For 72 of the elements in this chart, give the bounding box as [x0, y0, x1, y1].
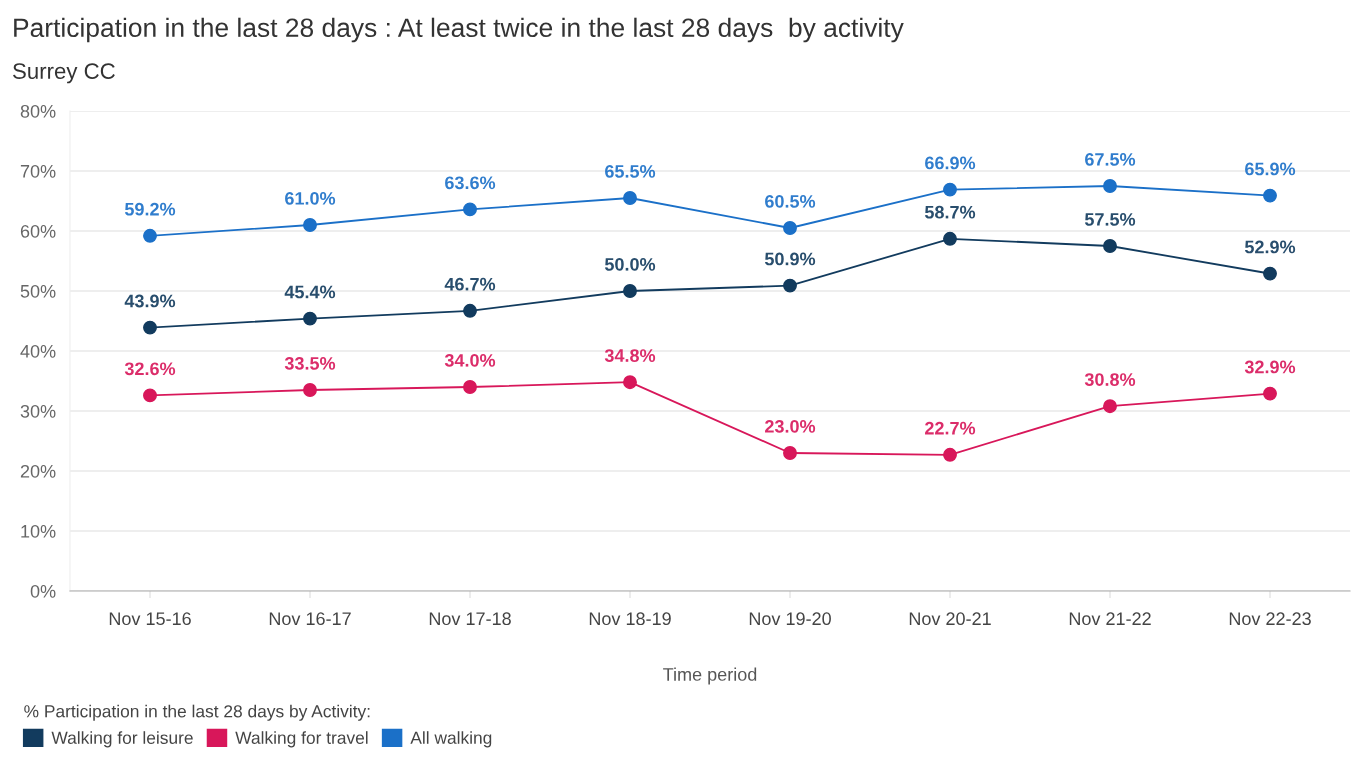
data-label: 34.8% — [604, 349, 656, 362]
point — [463, 202, 477, 217]
data-label: 50.9% — [764, 252, 816, 266]
data-label: 30.8% — [1084, 373, 1136, 386]
x-tick-label: Nov 16-17 — [269, 612, 351, 626]
legend-label: Walking for travel — [235, 731, 368, 748]
data-label: 58.7% — [924, 205, 976, 219]
data-label: 50.0% — [604, 257, 656, 271]
point — [1103, 179, 1117, 193]
point — [783, 278, 797, 293]
x-tick-label: Nov 17-18 — [429, 612, 511, 626]
x-tick-label: Nov 22-23 — [1229, 612, 1311, 626]
data-label: 65.9% — [1245, 162, 1296, 176]
x-tick-label: Nov 20-21 — [909, 612, 991, 626]
point — [783, 221, 797, 235]
data-label: 33.5% — [284, 356, 336, 370]
y-tick-label: 10% — [21, 524, 56, 538]
chart-subtitle: Surrey CC — [13, 63, 115, 84]
point — [143, 228, 157, 243]
data-label: 32.9% — [1244, 360, 1296, 374]
y-tick-label: 70% — [20, 164, 56, 178]
point — [1263, 266, 1277, 281]
point — [1103, 399, 1117, 414]
x-axis-title: Time period — [663, 667, 757, 685]
chart-title: Participation in the last 28 days : At least twice in the last 28 days by activity — [14, 17, 904, 43]
data-label: 61.0% — [285, 191, 336, 205]
data-label: 63.6% — [445, 176, 496, 190]
y-tick-label: 30% — [20, 404, 56, 418]
data-label: 66.9% — [925, 156, 976, 170]
y-tick-label: 60% — [20, 224, 56, 238]
data-label: 34.0% — [444, 353, 496, 367]
data-label: 46.7% — [444, 277, 496, 291]
x-tick-label: Nov 15-16 — [109, 612, 191, 626]
legend-label: All walking — [410, 731, 492, 748]
point — [463, 303, 477, 318]
x-tick-label: Nov 19-20 — [749, 612, 831, 626]
point — [463, 380, 477, 394]
y-tick-label: 40% — [20, 344, 56, 358]
point — [303, 218, 317, 232]
data-label: 32.6% — [124, 362, 176, 376]
y-tick-label: 50% — [20, 284, 56, 298]
point — [943, 447, 957, 462]
point — [143, 388, 157, 403]
point — [943, 182, 957, 197]
point — [303, 311, 317, 326]
point — [1263, 188, 1277, 203]
data-label: 22.7% — [925, 421, 976, 435]
legend-label: Walking for leisure — [51, 731, 193, 748]
point — [623, 284, 637, 298]
data-label: 43.9% — [124, 294, 176, 308]
y-tick-label: 20% — [20, 464, 56, 478]
point — [623, 191, 637, 205]
point — [1103, 239, 1117, 253]
data-label: 45.4% — [284, 285, 336, 299]
point — [303, 383, 317, 397]
legend-title: % Participation in the last 28 days by Activity: — [24, 704, 370, 721]
point — [943, 231, 957, 246]
data-label: 52.9% — [1244, 240, 1296, 254]
point — [623, 375, 637, 390]
data-label: 65.5% — [605, 164, 656, 178]
data-label: 60.5% — [765, 194, 816, 208]
y-tick-label: 80% — [20, 104, 56, 118]
point — [783, 446, 797, 460]
data-label: 59.2% — [124, 202, 176, 216]
point — [1263, 386, 1277, 401]
x-tick-label: Nov 21-22 — [1069, 612, 1151, 626]
x-tick-label: Nov 18-19 — [589, 612, 671, 626]
point — [143, 320, 157, 335]
y-tick-label: 0% — [30, 584, 56, 598]
data-label: 57.5% — [1084, 213, 1136, 226]
data-label: 67.5% — [1085, 152, 1136, 166]
data-label: 23.0% — [765, 419, 816, 433]
